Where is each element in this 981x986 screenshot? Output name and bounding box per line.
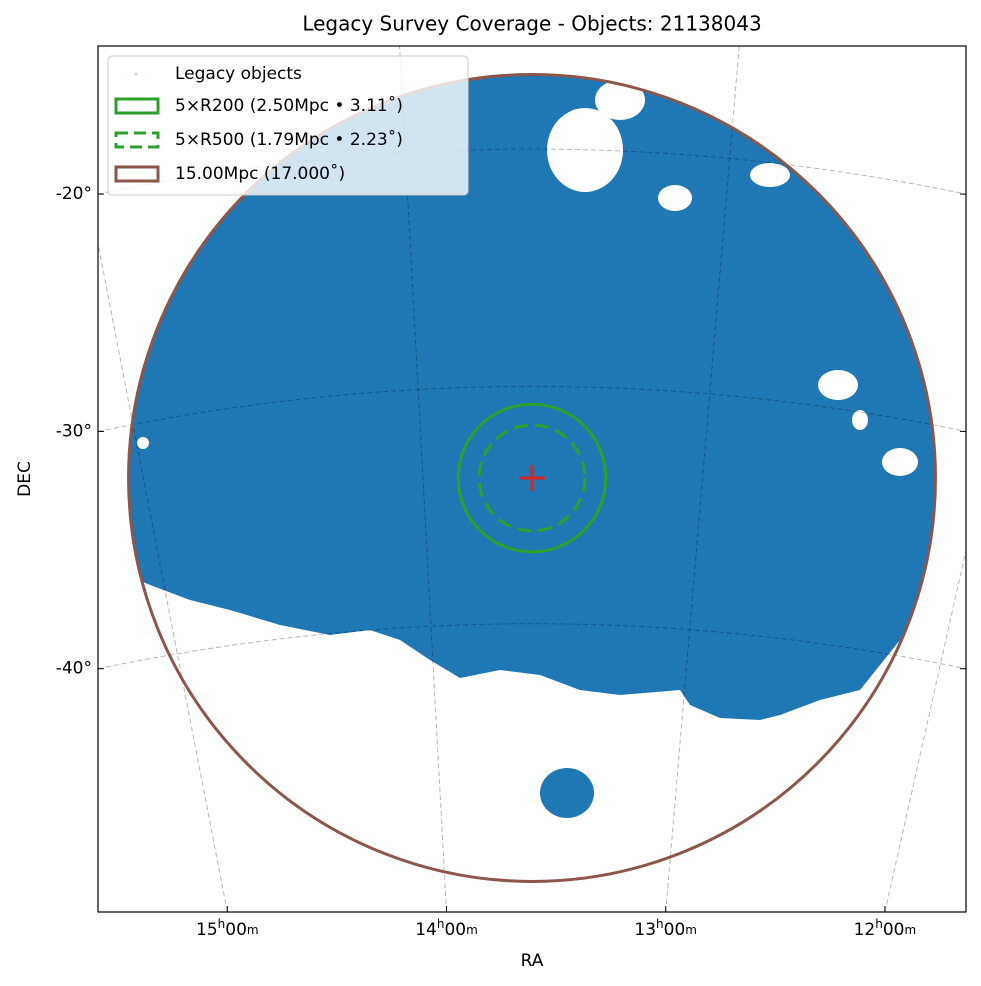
chart-title: Legacy Survey Coverage - Objects: 211380…: [302, 12, 761, 36]
grid-line: [665, 46, 740, 912]
grid-line: [98, 148, 966, 195]
y-tick-label: -20°: [56, 184, 92, 204]
x-tick-label: 13h00m: [634, 917, 697, 941]
legend-marker: [114, 165, 160, 183]
y-tick-label: -30°: [56, 421, 92, 441]
legend-label: 15.00Mpc (17.000˚): [175, 163, 345, 184]
legend-label: 5×R200 (2.50Mpc • 3.11˚): [175, 95, 403, 116]
grid-line: [98, 623, 966, 670]
legend: Legacy objects 5×R200 (2.50Mpc • 3.11˚) 5×…: [107, 55, 469, 196]
coverage: [128, 74, 936, 818]
radius-circle: [477, 423, 587, 533]
grid: [98, 46, 966, 912]
legend-marker: [114, 97, 160, 115]
y-tick-label: -40°: [56, 659, 92, 679]
coverage-area: [128, 74, 936, 720]
circles: [127, 73, 937, 883]
radius-circle: [127, 73, 937, 883]
legend-label: 5×R500 (1.79Mpc • 2.23˚): [175, 129, 403, 150]
legend-marker: [134, 72, 138, 76]
y-axis-label: DEC: [15, 461, 35, 497]
ticks: -20° -30° -40° 15h00m 14h00m 13h00m 12h00m: [56, 184, 966, 940]
legend-marker: [114, 131, 160, 149]
grid-line: [98, 385, 966, 432]
plot-frame: [97, 45, 967, 913]
center-marker: [519, 465, 545, 491]
legend-box: [107, 55, 469, 196]
x-tick-label: 15h00m: [196, 917, 259, 941]
x-axis-label: RA: [521, 951, 544, 971]
x-tick-label: 14h00m: [415, 917, 478, 941]
x-tick-label: 12h00m: [854, 917, 917, 941]
radius-circle: [456, 402, 608, 554]
legend-label: Legacy objects: [175, 64, 302, 84]
grid-line: [98, 241, 228, 912]
grid-line: [884, 547, 966, 912]
coverage-holes: [137, 80, 918, 476]
coverage-area: [540, 768, 594, 818]
